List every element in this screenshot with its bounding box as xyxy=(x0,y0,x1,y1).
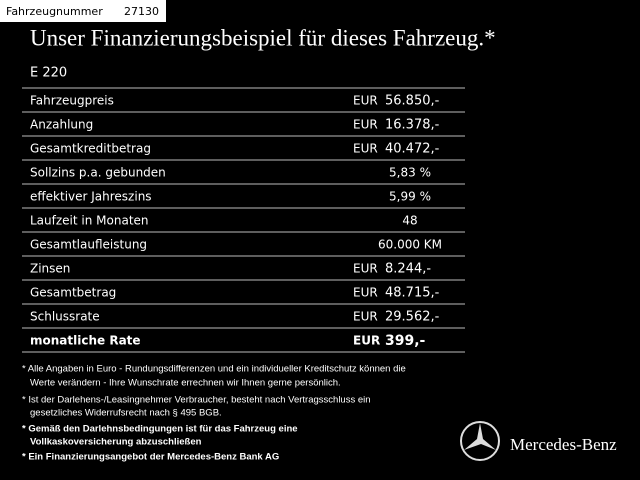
row-value: 5,99 % xyxy=(389,190,431,204)
footnote: Vollkaskoversicherung abzuschließen xyxy=(30,437,202,448)
row-value: 48 xyxy=(402,214,417,228)
header-number: 27130 xyxy=(124,5,159,18)
footnote: * Gemäß den Darlehnsbedingungen ist für … xyxy=(22,424,298,435)
header-label: Fahrzeugnummer xyxy=(6,5,103,18)
row-label: Schlussrate xyxy=(30,310,100,324)
row-label: Anzahlung xyxy=(30,118,93,132)
footnote: gesetzliches Widerrufsrecht nach § 495 B… xyxy=(30,408,222,419)
row-amount: 16.378,- xyxy=(385,118,440,133)
row-amount: 40.472,- xyxy=(385,142,440,157)
row-amount: 56.850,- xyxy=(385,94,440,109)
row-amount: 48.715,- xyxy=(385,286,440,301)
row-label: Gesamtlaufleistung xyxy=(30,238,147,252)
row-label: Gesamtkreditbetrag xyxy=(30,142,151,156)
row-amount: 8.244,- xyxy=(385,262,431,277)
footnote: * Alle Angaben in Euro - Rundungsdiffere… xyxy=(22,364,406,375)
header-box xyxy=(0,0,166,22)
row-label: monatliche Rate xyxy=(30,334,141,348)
row-amount: 399,- xyxy=(385,333,426,349)
row-value: 60.000 KM xyxy=(378,238,442,252)
row-currency: EUR xyxy=(353,262,378,276)
model: E 220 xyxy=(30,66,67,81)
title: Unser Finanzierungsbeispiel für dieses F… xyxy=(30,25,496,50)
row-label: Laufzeit in Monaten xyxy=(30,214,149,228)
row-currency: EUR xyxy=(353,142,378,156)
row-currency: EUR xyxy=(353,286,378,300)
row-currency: EUR xyxy=(353,118,378,132)
row-value: 5,83 % xyxy=(389,166,431,180)
row-currency: EUR xyxy=(353,334,380,348)
row-label: Zinsen xyxy=(30,262,70,276)
brand: Mercedes-Benz xyxy=(510,435,617,454)
logo-ring xyxy=(460,421,500,461)
logo-star xyxy=(464,423,496,450)
row-label: effektiver Jahreszins xyxy=(30,190,152,204)
row-currency: EUR xyxy=(353,310,378,324)
footnote: * Ein Finanzierungsangebot der Mercedes-… xyxy=(22,452,279,463)
footnote: * Ist der Darlehens-/Leasingnehmer Verbr… xyxy=(22,395,371,406)
row-label: Sollzins p.a. gebunden xyxy=(30,166,166,180)
footnote: Werte verändern - Ihre Wunschrate errech… xyxy=(30,378,341,389)
row-currency: EUR xyxy=(353,94,378,108)
row-label: Fahrzeugpreis xyxy=(30,94,114,108)
row-amount: 29.562,- xyxy=(385,310,440,325)
row-label: Gesamtbetrag xyxy=(30,286,116,300)
logo xyxy=(460,421,500,461)
